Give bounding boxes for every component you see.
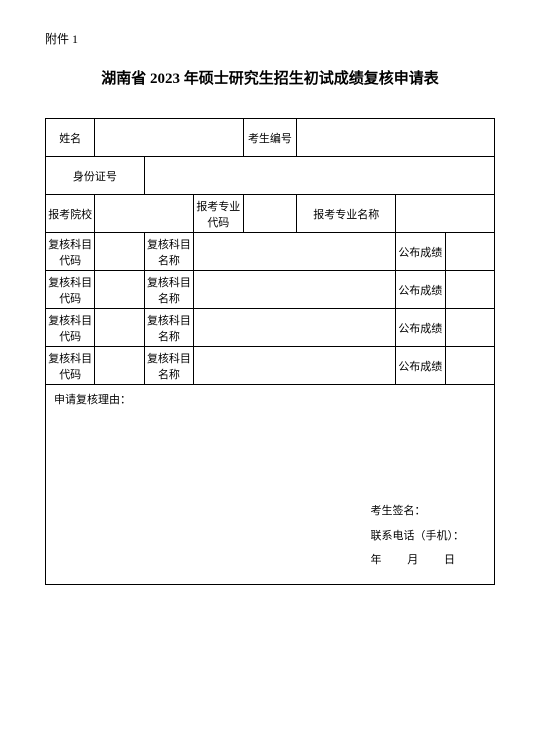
label-review-code-1: 复核科目代码 [46, 233, 95, 271]
input-score-1[interactable] [445, 233, 495, 271]
label-score-2: 公布成绩 [396, 271, 445, 309]
date-line: 年 月 日 [371, 548, 465, 572]
row-id: 身份证号 [46, 157, 495, 195]
signature-block: 考生签名： 联系电话（手机）： 年 月 日 [371, 499, 465, 572]
input-review-code-1[interactable] [95, 233, 144, 271]
input-score-4[interactable] [445, 347, 495, 385]
input-review-code-2[interactable] [95, 271, 144, 309]
row-review-3: 复核科目代码 复核科目名称 公布成绩 [46, 309, 495, 347]
label-major-code: 报考专业代码 [194, 195, 243, 233]
row-review-2: 复核科目代码 复核科目名称 公布成绩 [46, 271, 495, 309]
label-major-name: 报考专业名称 [297, 195, 396, 233]
label-day: 日 [444, 554, 457, 566]
input-school[interactable] [95, 195, 194, 233]
reason-cell[interactable]: 申请复核理由： 考生签名： 联系电话（手机）： 年 月 日 [46, 385, 495, 585]
label-review-name-1: 复核科目名称 [144, 233, 193, 271]
input-review-name-2[interactable] [194, 271, 396, 309]
input-major-code[interactable] [243, 195, 297, 233]
label-review-code-4: 复核科目代码 [46, 347, 95, 385]
page-title: 湖南省 2023 年硕士研究生招生初试成绩复核申请表 [45, 67, 495, 88]
label-reason: 申请复核理由： [54, 391, 131, 407]
label-signature: 考生签名： [371, 499, 465, 523]
row-reason: 申请复核理由： 考生签名： 联系电话（手机）： 年 月 日 [46, 385, 495, 585]
input-score-2[interactable] [445, 271, 495, 309]
input-review-name-1[interactable] [194, 233, 396, 271]
input-candidate-number[interactable] [297, 119, 495, 157]
label-review-code-3: 复核科目代码 [46, 309, 95, 347]
row-school: 报考院校 报考专业代码 报考专业名称 [46, 195, 495, 233]
label-score-1: 公布成绩 [396, 233, 445, 271]
input-review-code-3[interactable] [95, 309, 144, 347]
attachment-label: 附件 1 [45, 30, 495, 47]
row-name: 姓名 考生编号 [46, 119, 495, 157]
input-score-3[interactable] [445, 309, 495, 347]
label-candidate-number: 考生编号 [243, 119, 297, 157]
input-review-name-4[interactable] [194, 347, 396, 385]
label-review-name-2: 复核科目名称 [144, 271, 193, 309]
input-name[interactable] [95, 119, 243, 157]
label-school: 报考院校 [46, 195, 95, 233]
input-review-name-3[interactable] [194, 309, 396, 347]
label-review-name-4: 复核科目名称 [144, 347, 193, 385]
label-year: 年 [371, 554, 384, 566]
label-score-4: 公布成绩 [396, 347, 445, 385]
application-form-table: 姓名 考生编号 身份证号 报考院校 报考专业代码 报考专业名称 复核科目代码 复… [45, 118, 495, 585]
input-id-number[interactable] [144, 157, 494, 195]
label-month: 月 [407, 554, 420, 566]
label-name: 姓名 [46, 119, 95, 157]
row-review-1: 复核科目代码 复核科目名称 公布成绩 [46, 233, 495, 271]
label-id-number: 身份证号 [46, 157, 145, 195]
label-review-code-2: 复核科目代码 [46, 271, 95, 309]
label-phone: 联系电话（手机）： [371, 524, 465, 548]
input-review-code-4[interactable] [95, 347, 144, 385]
row-review-4: 复核科目代码 复核科目名称 公布成绩 [46, 347, 495, 385]
label-score-3: 公布成绩 [396, 309, 445, 347]
label-review-name-3: 复核科目名称 [144, 309, 193, 347]
input-major-name[interactable] [396, 195, 495, 233]
